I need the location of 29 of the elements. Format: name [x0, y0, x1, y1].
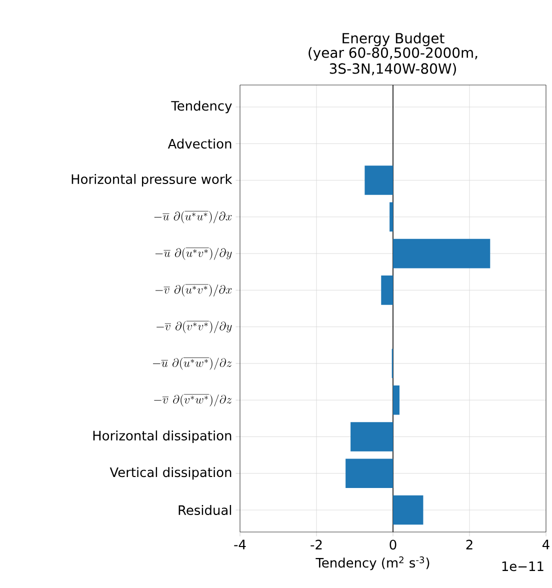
y-tick-label: Residual	[178, 505, 232, 516]
bar	[393, 495, 424, 525]
y-tick-label: Horizontal dissipation	[93, 430, 232, 444]
y-tick-label: $-\overline{u}\ \partial(\overline{u^{*}w^{*}})/\partial z$	[152, 358, 232, 370]
bar	[350, 422, 393, 452]
bar	[364, 166, 393, 195]
x-tick-label: 0	[390, 540, 396, 550]
bar	[393, 385, 400, 415]
bar	[346, 458, 393, 488]
y-tick-label: $-\overline{u}\ \partial(\overline{u^{*}u^{*}})/\partial x$	[154, 211, 232, 224]
y-tick-label: Tendency	[171, 100, 232, 114]
y-tick-label: Vertical dissipation	[110, 467, 232, 480]
chart-title: Energy Budget	[342, 32, 444, 46]
bar	[390, 202, 393, 232]
x-tick-label: 2	[466, 540, 472, 550]
x-tick-label: -4	[234, 540, 246, 550]
x-tick-label: -2	[310, 540, 322, 550]
bar	[393, 238, 490, 268]
y-tick-label: Advection	[168, 138, 232, 149]
x-tick-label: 4	[542, 540, 550, 550]
y-tick-label: $-\overline{v}\ \partial(\overline{v^{*}w^{*}})/\partial z$	[154, 394, 232, 406]
bar	[381, 276, 393, 305]
y-tick-label: Horizontal pressure work	[72, 174, 232, 187]
text: 1e−11	[502, 562, 544, 572]
y-tick-label: $-\overline{v}\ \partial(\overline{v^{*}v^{*}})/\partial y$	[156, 321, 232, 334]
x-axis-title: Tendency (m$^{2}$ s$^{-3}$)	[316, 556, 430, 570]
chart-subtitle: (year 60-80,500-2000m, 3S-3N,140W-80W)	[308, 47, 478, 76]
y-tick-label: $-\overline{v}\ \partial(\overline{u^{*}v^{*}})/\partial x$	[155, 284, 232, 296]
y-tick-label: $-\overline{u}\ \partial(\overline{u^{*}v^{*}})/\partial y$	[155, 248, 232, 260]
